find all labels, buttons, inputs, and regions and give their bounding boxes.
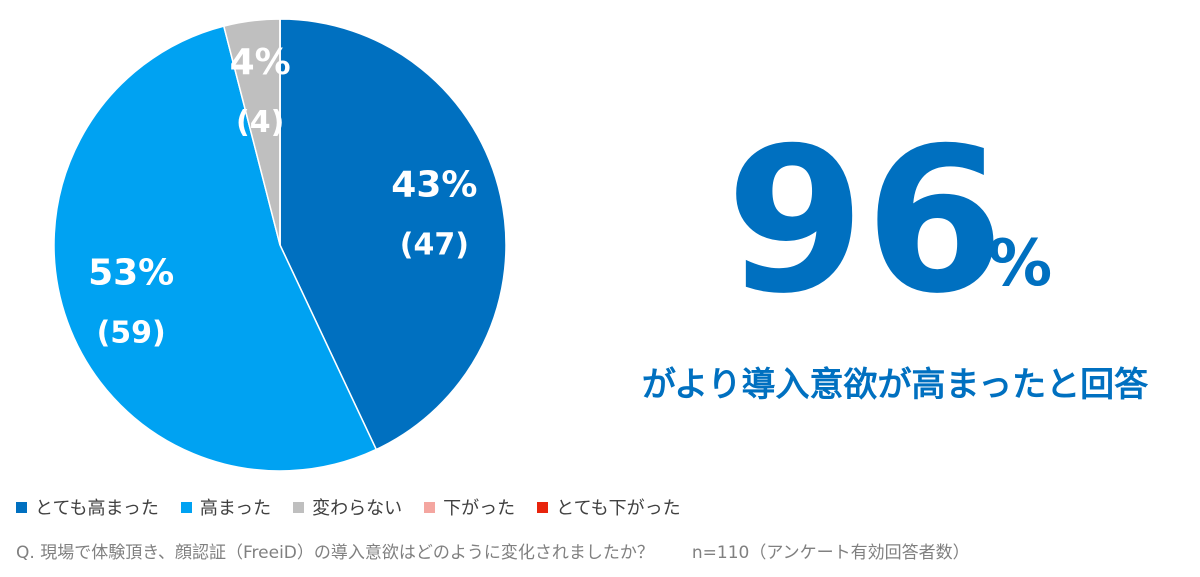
legend-label: とても下がった bbox=[556, 498, 681, 519]
legend-swatch bbox=[537, 501, 549, 513]
legend-swatch bbox=[180, 501, 192, 513]
value-label: 43% bbox=[391, 164, 477, 205]
pie-slice bbox=[53, 25, 378, 472]
legend-label: 変わらない bbox=[312, 498, 403, 519]
legend-item: 変わらない bbox=[293, 494, 402, 520]
count-label: (4) bbox=[236, 105, 284, 140]
legend-label: とても高まった bbox=[35, 498, 159, 519]
value-label: 4% bbox=[230, 42, 291, 83]
highlight-caption: がより導入意欲が高まったと回答 bbox=[642, 365, 1149, 405]
legend-item: とても高まった bbox=[16, 494, 159, 520]
highlight-unit: % bbox=[988, 227, 1052, 301]
legend-item: 下がった bbox=[424, 494, 515, 520]
legend-item: とても下がった bbox=[537, 494, 681, 520]
legend-item: 高まった bbox=[180, 494, 272, 520]
legend-label: 下がった bbox=[443, 498, 516, 519]
highlight-number: 96 bbox=[726, 105, 1004, 338]
question: Q. 現場で体験頂き、顔認証（FreeiD）の導入意欲はどのように変化されました… bbox=[16, 543, 654, 563]
count-label: (59) bbox=[97, 316, 166, 351]
sample-size: n=110（アンケート有効回答者数） bbox=[691, 543, 970, 563]
pie-slice bbox=[279, 18, 507, 451]
footnote: Q. 現場で体験頂き、顔認証（FreeiD）の導入意欲はどのように変化されました… bbox=[16, 538, 970, 563]
legend-swatch bbox=[293, 501, 305, 513]
value-label: 53% bbox=[88, 253, 174, 294]
legend-label: 高まった bbox=[199, 498, 272, 519]
count-label: (47) bbox=[400, 227, 469, 262]
legend-swatch bbox=[424, 501, 436, 513]
legend-swatch bbox=[16, 501, 27, 513]
legend: とても高まった 高まった 変わらない 下がった とても下がった bbox=[16, 494, 681, 520]
